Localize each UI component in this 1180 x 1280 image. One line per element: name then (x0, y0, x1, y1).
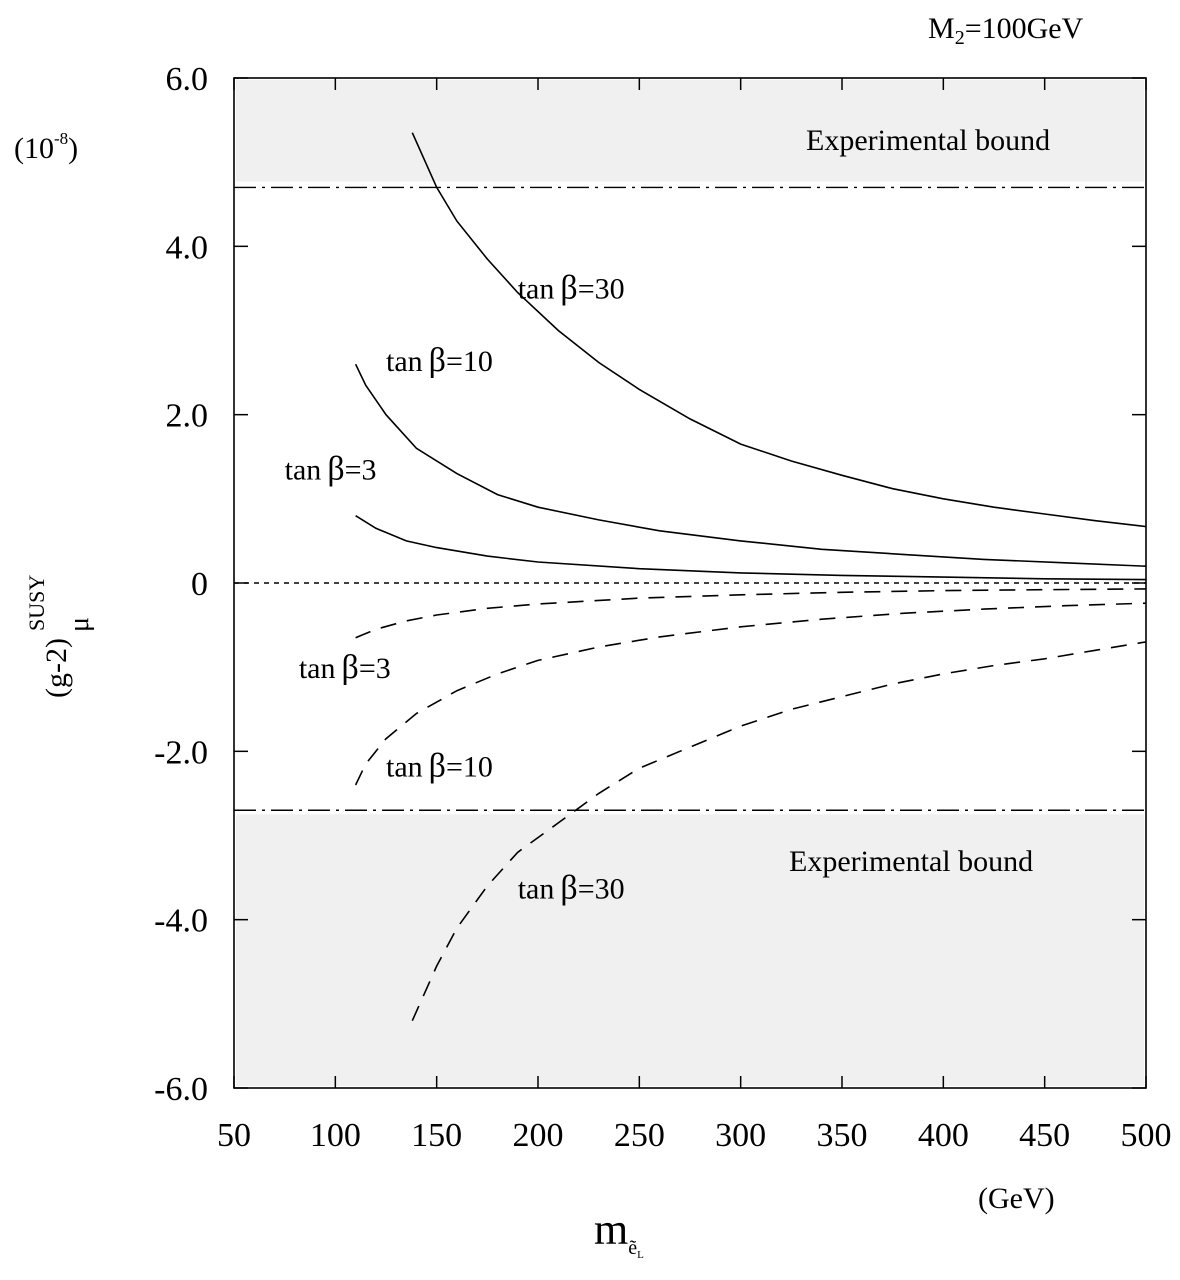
y-unit-close: ) (68, 132, 78, 165)
curve-label-beta: β (429, 748, 446, 785)
top-parameter-label: M2=100GeV (928, 12, 1084, 49)
x-axis-title-subsub: L (637, 1249, 644, 1261)
series-line (355, 588, 1147, 639)
x-tick-label: 100 (310, 1117, 361, 1154)
x-axis-title-main: m (594, 1205, 628, 1254)
curve-label: tan β=30 (518, 270, 625, 307)
curve-label: tan β=10 (386, 748, 493, 785)
series-line (411, 641, 1147, 1022)
x-tick-label: 450 (1019, 1117, 1070, 1154)
experimental-bound-label: Experimental bound (806, 124, 1050, 157)
curve-label: tan β=3 (299, 649, 391, 686)
series-layer (354, 132, 1147, 1022)
y-tick-label: -2.0 (154, 734, 208, 771)
top-parameter-main: M (928, 12, 955, 45)
y-axis-title: (g-2) μ SUSY (24, 575, 95, 698)
bound-bands: Experimental bound Experimental bound (236, 80, 1144, 1086)
experimental-bound-label: Experimental bound (789, 845, 1033, 878)
experimental-bound-band (236, 80, 1144, 182)
curve-label-tan: tan (285, 453, 322, 486)
curve-label-beta: β (327, 450, 344, 487)
curve-label-tan: tan (386, 751, 423, 784)
curve-label: tan β=3 (285, 450, 377, 487)
curve-label-tan: tan (386, 345, 423, 378)
y-tick-label: 6.0 (166, 61, 209, 98)
curve-label-beta: β (560, 270, 577, 307)
curve-label: tan β=10 (386, 342, 493, 379)
curve-label-tan: tan (518, 873, 555, 906)
x-tick-label: 400 (918, 1117, 969, 1154)
curve-label-beta: β (342, 649, 359, 686)
y-tick-label: 4.0 (166, 229, 209, 266)
series-line (354, 602, 1147, 786)
curve-label-value: =3 (359, 652, 391, 685)
curve-label-value: =30 (578, 273, 625, 306)
y-axis-title-main: (g-2) (40, 638, 73, 698)
curve-label: tan β=30 (518, 870, 625, 907)
reference-lines (234, 186, 1146, 811)
series-line (354, 363, 1147, 567)
x-tick-label: 300 (715, 1117, 766, 1154)
curve-label-value: =30 (578, 873, 625, 906)
series-line (411, 132, 1147, 528)
x-unit-label: (GeV) (978, 1182, 1055, 1215)
x-axis-title: mẽL (594, 1205, 644, 1261)
curve-label-tan: tan (299, 652, 336, 685)
experimental-bound-band (236, 814, 1144, 1086)
x-tick-label: 250 (614, 1117, 665, 1154)
curve-label-beta: β (429, 342, 446, 379)
top-parameter-rest: =100GeV (965, 12, 1084, 45)
y-tick-label: 0 (191, 566, 208, 603)
tick-marks (233, 77, 1147, 1089)
x-tick-label: 50 (217, 1117, 251, 1154)
svg-text:(g-2)μSUSY: (g-2) μ SUSY (24, 575, 95, 698)
y-tick-label: -4.0 (154, 903, 208, 940)
y-unit-exponent: -8 (54, 129, 68, 148)
y-axis-title-sup: SUSY (24, 575, 49, 631)
y-axis-title-sub: μ (64, 617, 95, 632)
tick-labels: 50 100 150 200 250 300 350 400 450 500 -6.0 -4.0 -2.… (154, 61, 1171, 1154)
x-tick-label: 200 (513, 1117, 564, 1154)
curve-label-value: =10 (446, 345, 493, 378)
y-unit-base: (10 (14, 132, 54, 165)
series-line (355, 515, 1147, 581)
y-unit-label: (10-8) (14, 129, 78, 165)
top-parameter-sub: 2 (955, 27, 965, 49)
y-tick-label: 2.0 (166, 398, 209, 435)
curve-label-value: =10 (446, 751, 493, 784)
y-tick-label: -6.0 (154, 1071, 208, 1108)
curve-label-beta: β (560, 870, 577, 907)
x-tick-label: 150 (411, 1117, 462, 1154)
curve-label-value: =3 (345, 453, 377, 486)
x-axis-title-sub: ẽ (628, 1237, 637, 1259)
curve-label-tan: tan (518, 273, 555, 306)
x-tick-label: 500 (1121, 1117, 1172, 1154)
x-tick-label: 350 (817, 1117, 868, 1154)
